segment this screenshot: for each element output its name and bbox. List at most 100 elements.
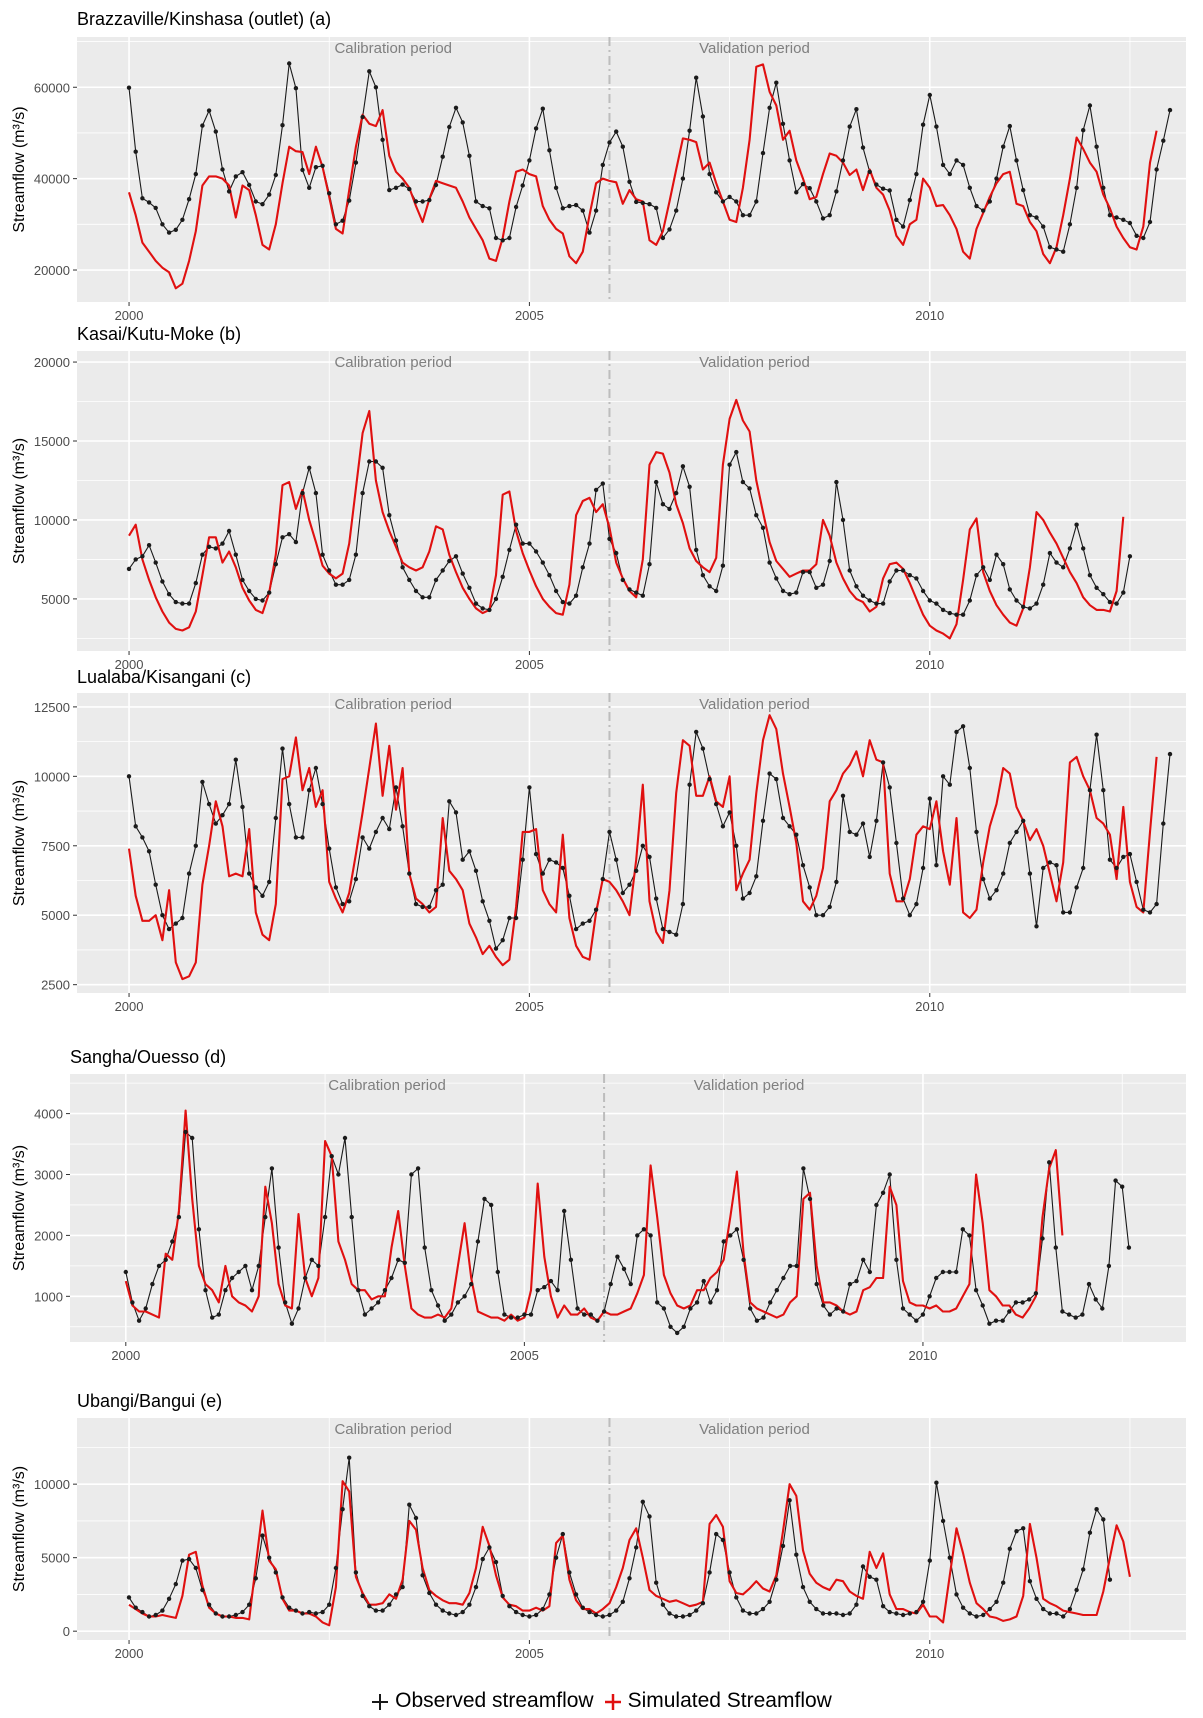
observed-point <box>934 863 939 868</box>
observed-point <box>307 788 312 793</box>
observed-point <box>140 554 145 559</box>
observed-point <box>1021 1526 1026 1531</box>
observed-point <box>1107 599 1113 605</box>
observed-point <box>382 1288 388 1293</box>
observed-point <box>555 1288 560 1293</box>
observed-point <box>1086 1281 1092 1287</box>
observed-point <box>1047 245 1053 250</box>
observed-point <box>981 1612 986 1618</box>
observed-point <box>774 776 779 782</box>
observed-point <box>1034 1596 1039 1602</box>
observed-point <box>821 1303 826 1308</box>
observed-point <box>507 235 512 241</box>
observed-point <box>907 573 912 578</box>
observed-point <box>560 599 565 605</box>
observed-point <box>1134 879 1139 885</box>
observed-point <box>206 544 212 549</box>
observed-point <box>123 1269 128 1275</box>
observed-point <box>800 569 806 575</box>
observed-point <box>734 1227 740 1232</box>
plot-background <box>77 1418 1186 1640</box>
observed-point <box>273 1570 278 1575</box>
observed-point <box>934 1275 939 1281</box>
observed-point <box>273 815 278 821</box>
observed-point <box>927 796 932 801</box>
observed-point <box>153 205 158 211</box>
x-tick-label: 2010 <box>908 1348 937 1363</box>
observed-point <box>600 481 605 486</box>
observed-point <box>914 901 919 907</box>
observed-point <box>233 1612 238 1618</box>
observed-point <box>153 1612 158 1618</box>
observed-point <box>727 1570 732 1575</box>
observed-point <box>1054 1611 1059 1616</box>
observed-point <box>200 779 205 785</box>
observed-point <box>347 577 352 583</box>
observed-point <box>974 573 979 578</box>
observed-point <box>287 1605 292 1610</box>
observed-point <box>1007 587 1012 592</box>
observed-point <box>146 200 152 205</box>
panel-title: Brazzaville/Kinshasa (outlet) (a) <box>77 9 331 29</box>
observed-point <box>1161 138 1166 143</box>
observed-point <box>240 170 245 175</box>
observed-point <box>347 899 352 904</box>
observed-point <box>160 913 165 918</box>
observed-point <box>734 1595 739 1600</box>
observed-point <box>748 1306 753 1311</box>
observed-point <box>894 217 899 222</box>
observed-point <box>460 571 465 576</box>
observed-point <box>455 1300 461 1305</box>
observed-point <box>240 1609 245 1615</box>
observed-point <box>400 1584 405 1590</box>
observed-point <box>1060 1309 1065 1314</box>
observed-point <box>527 541 532 546</box>
observed-point <box>206 801 212 807</box>
observed-point <box>701 1278 706 1284</box>
observed-point <box>854 107 859 112</box>
panel-c: Calibration period Validation period 2500 5… <box>11 667 1186 1014</box>
observed-point <box>807 1196 813 1202</box>
observed-point <box>206 108 212 113</box>
observed-point <box>780 815 786 821</box>
observed-point <box>1074 522 1079 527</box>
y-tick-label: 7500 <box>41 839 70 854</box>
observed-point <box>180 1558 185 1563</box>
observed-point <box>1007 1546 1012 1552</box>
observed-point <box>1067 546 1073 551</box>
observed-point <box>193 171 198 177</box>
observed-point <box>133 557 138 562</box>
validation-label: Validation period <box>699 1421 810 1438</box>
observed-point <box>760 525 766 530</box>
observed-point <box>186 601 192 606</box>
observed-point <box>740 213 746 218</box>
observed-point <box>260 1533 265 1538</box>
observed-point <box>627 1576 632 1581</box>
calibration-label: Calibration period <box>328 1077 446 1094</box>
observed-point <box>947 1555 952 1560</box>
observed-point <box>427 1590 432 1596</box>
observed-point <box>126 1595 132 1600</box>
observed-point <box>1107 857 1113 862</box>
x-tick-label: 2005 <box>515 657 544 672</box>
observed-point <box>707 776 712 782</box>
y-tick-label: 20000 <box>34 263 70 278</box>
observed-point <box>160 1608 165 1613</box>
observed-point <box>193 843 198 848</box>
observed-point <box>747 486 752 491</box>
observed-point <box>413 1515 419 1521</box>
observed-point <box>648 1233 653 1238</box>
observed-point <box>627 179 632 184</box>
observed-point <box>320 552 325 557</box>
observed-point <box>247 588 252 594</box>
observed-point <box>260 598 265 603</box>
observed-point <box>362 1312 368 1317</box>
observed-point <box>369 1306 374 1311</box>
observed-point <box>233 552 238 557</box>
legend: Observed streamflow Simulated Streamflow <box>0 1688 1203 1714</box>
observed-point <box>373 85 379 90</box>
observed-point <box>280 535 285 540</box>
observed-point <box>894 1257 899 1263</box>
observed-point <box>827 1312 833 1317</box>
observed-point <box>740 1608 746 1613</box>
